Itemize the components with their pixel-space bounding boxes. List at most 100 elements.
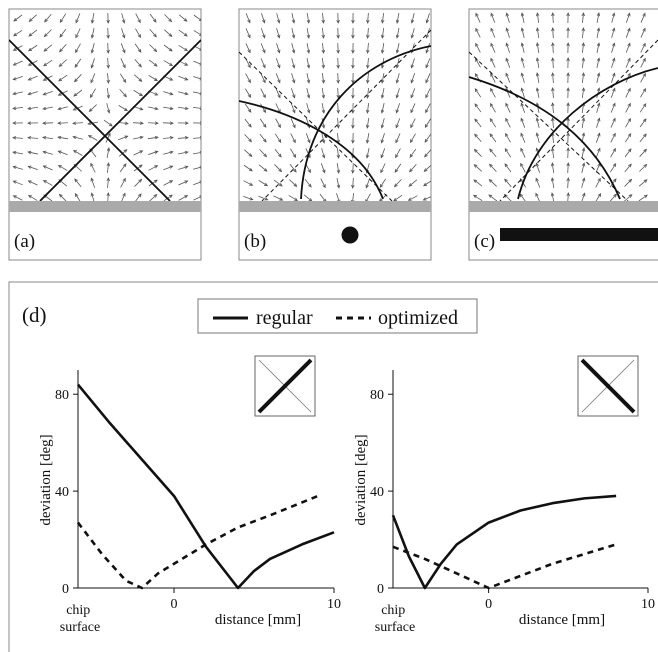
field-arrow-shaft [107, 72, 109, 84]
field-arrow-shaft [536, 163, 540, 173]
field-arrow-shaft [424, 133, 431, 143]
field-arrow-head [199, 150, 201, 155]
panel-d-label: (d) [22, 303, 47, 327]
field-arrow-head [72, 150, 77, 154]
field-arrow-head [262, 123, 267, 128]
field-arrow-shaft [75, 13, 81, 23]
field-arrow-head [307, 169, 311, 174]
field-arrow-shaft [639, 103, 647, 113]
field-arrow-shaft [148, 75, 158, 81]
field-arrow-shaft [306, 73, 310, 83]
field-arrow-shaft [320, 163, 326, 173]
panel-c: (c) [468, 8, 658, 261]
field-arrow-shaft [164, 29, 172, 37]
field-arrow-head [535, 132, 540, 137]
field-arrow-shaft [28, 180, 38, 186]
panel-d: (d) regular optimized deviation [deg] di… [8, 281, 658, 652]
field-arrow-shaft [381, 88, 385, 98]
field-arrow-shaft [90, 88, 96, 98]
panel-a: (a) [8, 8, 202, 261]
field-arrow-shaft [243, 164, 253, 172]
field-arrow-head [168, 194, 173, 199]
field-arrow-shaft [596, 43, 600, 53]
field-arrow-head [199, 195, 201, 199]
field-arrow-head [57, 92, 62, 96]
x-tick-label: 0 [485, 597, 492, 612]
field-arrow-head [490, 87, 494, 92]
field-arrow-head [423, 168, 428, 172]
field-arrow-head [323, 198, 327, 201]
field-arrow-shaft [336, 147, 340, 159]
field-arrow-shaft [275, 73, 281, 83]
field-arrow-shaft [624, 133, 632, 143]
field-arrow-head [139, 150, 144, 154]
field-arrow-head [351, 109, 355, 114]
field-arrow-shaft [177, 106, 189, 110]
field-arrow-shaft [163, 60, 173, 66]
field-arrow-shaft [178, 180, 188, 186]
field-arrow-head [336, 79, 340, 84]
x-tick-label: 10 [327, 597, 341, 612]
field-arrow-shaft [291, 58, 295, 68]
field-arrow-shaft [164, 14, 172, 22]
field-arrow-head [247, 64, 251, 69]
field-arrow-head [581, 132, 586, 137]
field-arrow-head [154, 135, 159, 140]
field-arrow-head [642, 87, 647, 92]
field-arrow-head [124, 121, 129, 126]
field-arrow-head [184, 180, 189, 184]
field-arrow-shaft [521, 88, 525, 98]
field-arrow-shaft [178, 29, 188, 37]
field-arrow-shaft [133, 90, 143, 96]
field-arrow-shaft [43, 44, 53, 52]
field-arrow-head [291, 64, 296, 69]
field-arrow-head [106, 109, 111, 114]
field-arrow-head [365, 184, 369, 189]
field-arrow-shaft [43, 165, 53, 171]
field-arrow-head [276, 19, 281, 24]
field-arrow-head [535, 117, 540, 122]
field-arrow-shaft [337, 57, 339, 69]
field-arrow-shaft [12, 137, 24, 139]
field-arrow-head [425, 109, 429, 114]
field-arrow-head [643, 133, 647, 138]
field-arrow-head [566, 177, 570, 182]
field-arrow-head [321, 94, 326, 99]
field-arrow-shaft [581, 148, 585, 158]
field-arrow-head [395, 64, 400, 69]
field-arrow-shaft [304, 178, 312, 188]
field-arrow-shaft [536, 58, 540, 68]
field-arrow-head [122, 49, 126, 54]
field-arrow-shaft [193, 14, 201, 21]
field-arrow-shaft [291, 73, 295, 83]
field-arrow-head [169, 62, 174, 67]
field-arrow-shaft [424, 148, 431, 158]
field-arrow-head [73, 78, 78, 83]
field-arrow-head [488, 194, 493, 198]
field-arrow-shaft [28, 44, 38, 52]
field-arrow-head [380, 139, 384, 144]
field-arrow-shaft [43, 90, 53, 96]
field-arrow-head [379, 183, 384, 188]
field-arrow-shaft [28, 165, 38, 171]
field-arrow-shaft [425, 118, 431, 128]
field-arrow-shaft [425, 43, 431, 53]
field-arrow-head [365, 199, 369, 201]
field-arrow-head [12, 106, 17, 111]
field-arrow-head [154, 77, 159, 82]
field-arrow-shaft [490, 73, 496, 83]
field-arrow-head [643, 163, 648, 168]
field-arrow-head [581, 147, 586, 152]
field-arrow-head [42, 121, 47, 125]
field-arrow-head [90, 162, 94, 167]
panel-c-field-line [517, 67, 658, 200]
field-arrow-head [520, 42, 525, 47]
field-arrow-shaft [623, 194, 633, 201]
field-arrow-head [642, 72, 646, 77]
field-arrow-shaft [245, 28, 251, 38]
field-arrow-head [551, 117, 555, 122]
field-arrow-head [612, 72, 616, 77]
field-arrow-shaft [521, 58, 525, 68]
field-arrow-shaft [260, 43, 266, 53]
field-arrow-head [627, 72, 631, 77]
